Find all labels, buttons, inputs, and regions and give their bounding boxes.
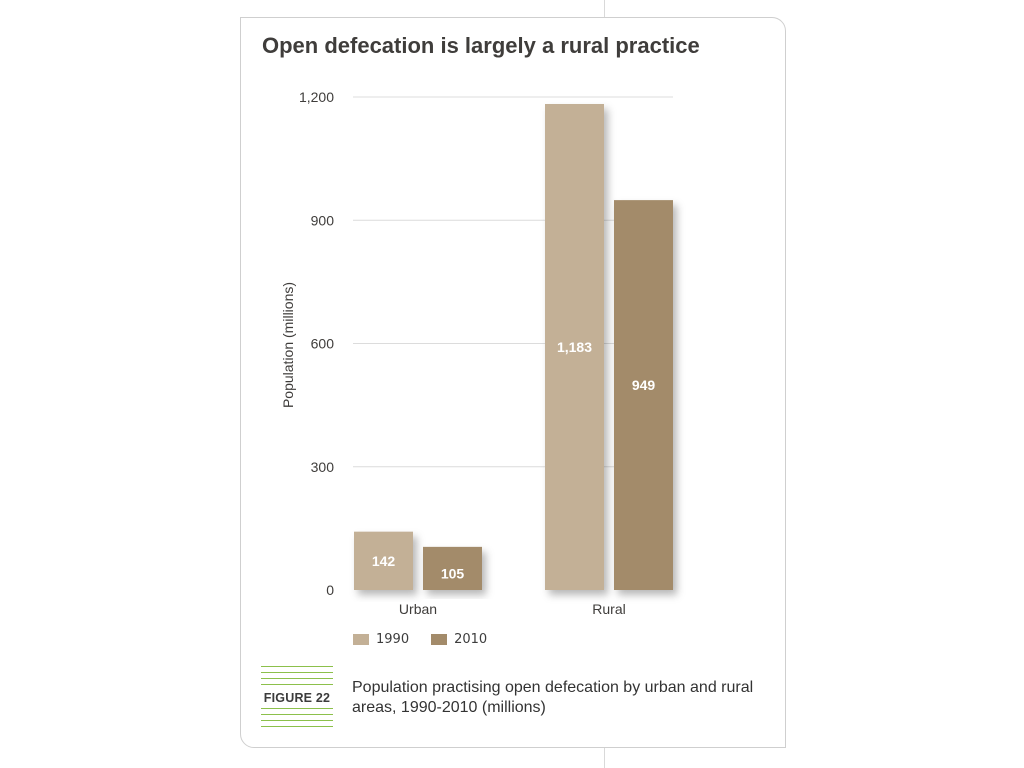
legend-label-2010: 2010 <box>454 632 488 647</box>
x-axis-labels: Urban Rural <box>399 601 626 617</box>
figure-number-label: FIGURE 22 <box>261 690 333 706</box>
x-category-label: Urban <box>399 601 437 617</box>
y-axis-label: Population (millions) <box>280 282 296 408</box>
bars: 142 105 1,183 949 <box>354 103 673 591</box>
bar-rural-1990 <box>545 103 604 591</box>
legend-label-1990: 1990 <box>376 632 410 647</box>
y-axis-ticks: 0 300 600 900 1,200 <box>299 89 334 598</box>
figure-stripe <box>261 666 333 667</box>
figure-stripe <box>261 720 333 721</box>
page-divider-line-bottom <box>604 748 605 768</box>
legend-swatch-1990 <box>353 634 369 645</box>
chart-legend: 1990 2010 <box>353 632 509 647</box>
bar-chart: 0 300 600 900 1,200 142 105 1,183 949 Urban Rura… <box>280 89 673 617</box>
y-tick-label: 300 <box>311 459 335 475</box>
page-divider-line-top <box>604 0 605 17</box>
bar-data-label: 105 <box>441 565 465 581</box>
figure-stripe <box>261 684 333 685</box>
legend-swatch-2010 <box>431 634 448 645</box>
legend-item-2010: 2010 <box>431 632 487 647</box>
legend-item-1990: 1990 <box>353 632 409 647</box>
figure-stripe <box>261 678 333 679</box>
chart-title: Open defecation is largely a rural pract… <box>262 33 700 58</box>
x-category-label: Rural <box>592 601 625 617</box>
y-tick-label: 900 <box>311 212 335 228</box>
figure-card: Open defecation is largely a rural pract… <box>240 17 786 748</box>
figure-caption: Population practising open defecation by… <box>352 679 754 716</box>
bar-data-label: 1,183 <box>557 339 592 355</box>
figure-stripe <box>261 708 333 709</box>
y-tick-label: 1,200 <box>299 89 334 105</box>
y-tick-label: 0 <box>326 582 334 598</box>
bar-urban-2010 <box>423 546 482 590</box>
figure-number-block: FIGURE 22 <box>261 666 333 730</box>
figure-stripe <box>261 714 333 715</box>
y-tick-label: 600 <box>311 336 335 352</box>
figure-stripe <box>261 672 333 673</box>
bar-data-label: 142 <box>372 553 396 569</box>
bar-data-label: 949 <box>632 377 656 393</box>
bar-rural-2010 <box>614 200 673 590</box>
figure-stripe <box>261 726 333 727</box>
bar-urban-1990 <box>354 531 413 590</box>
